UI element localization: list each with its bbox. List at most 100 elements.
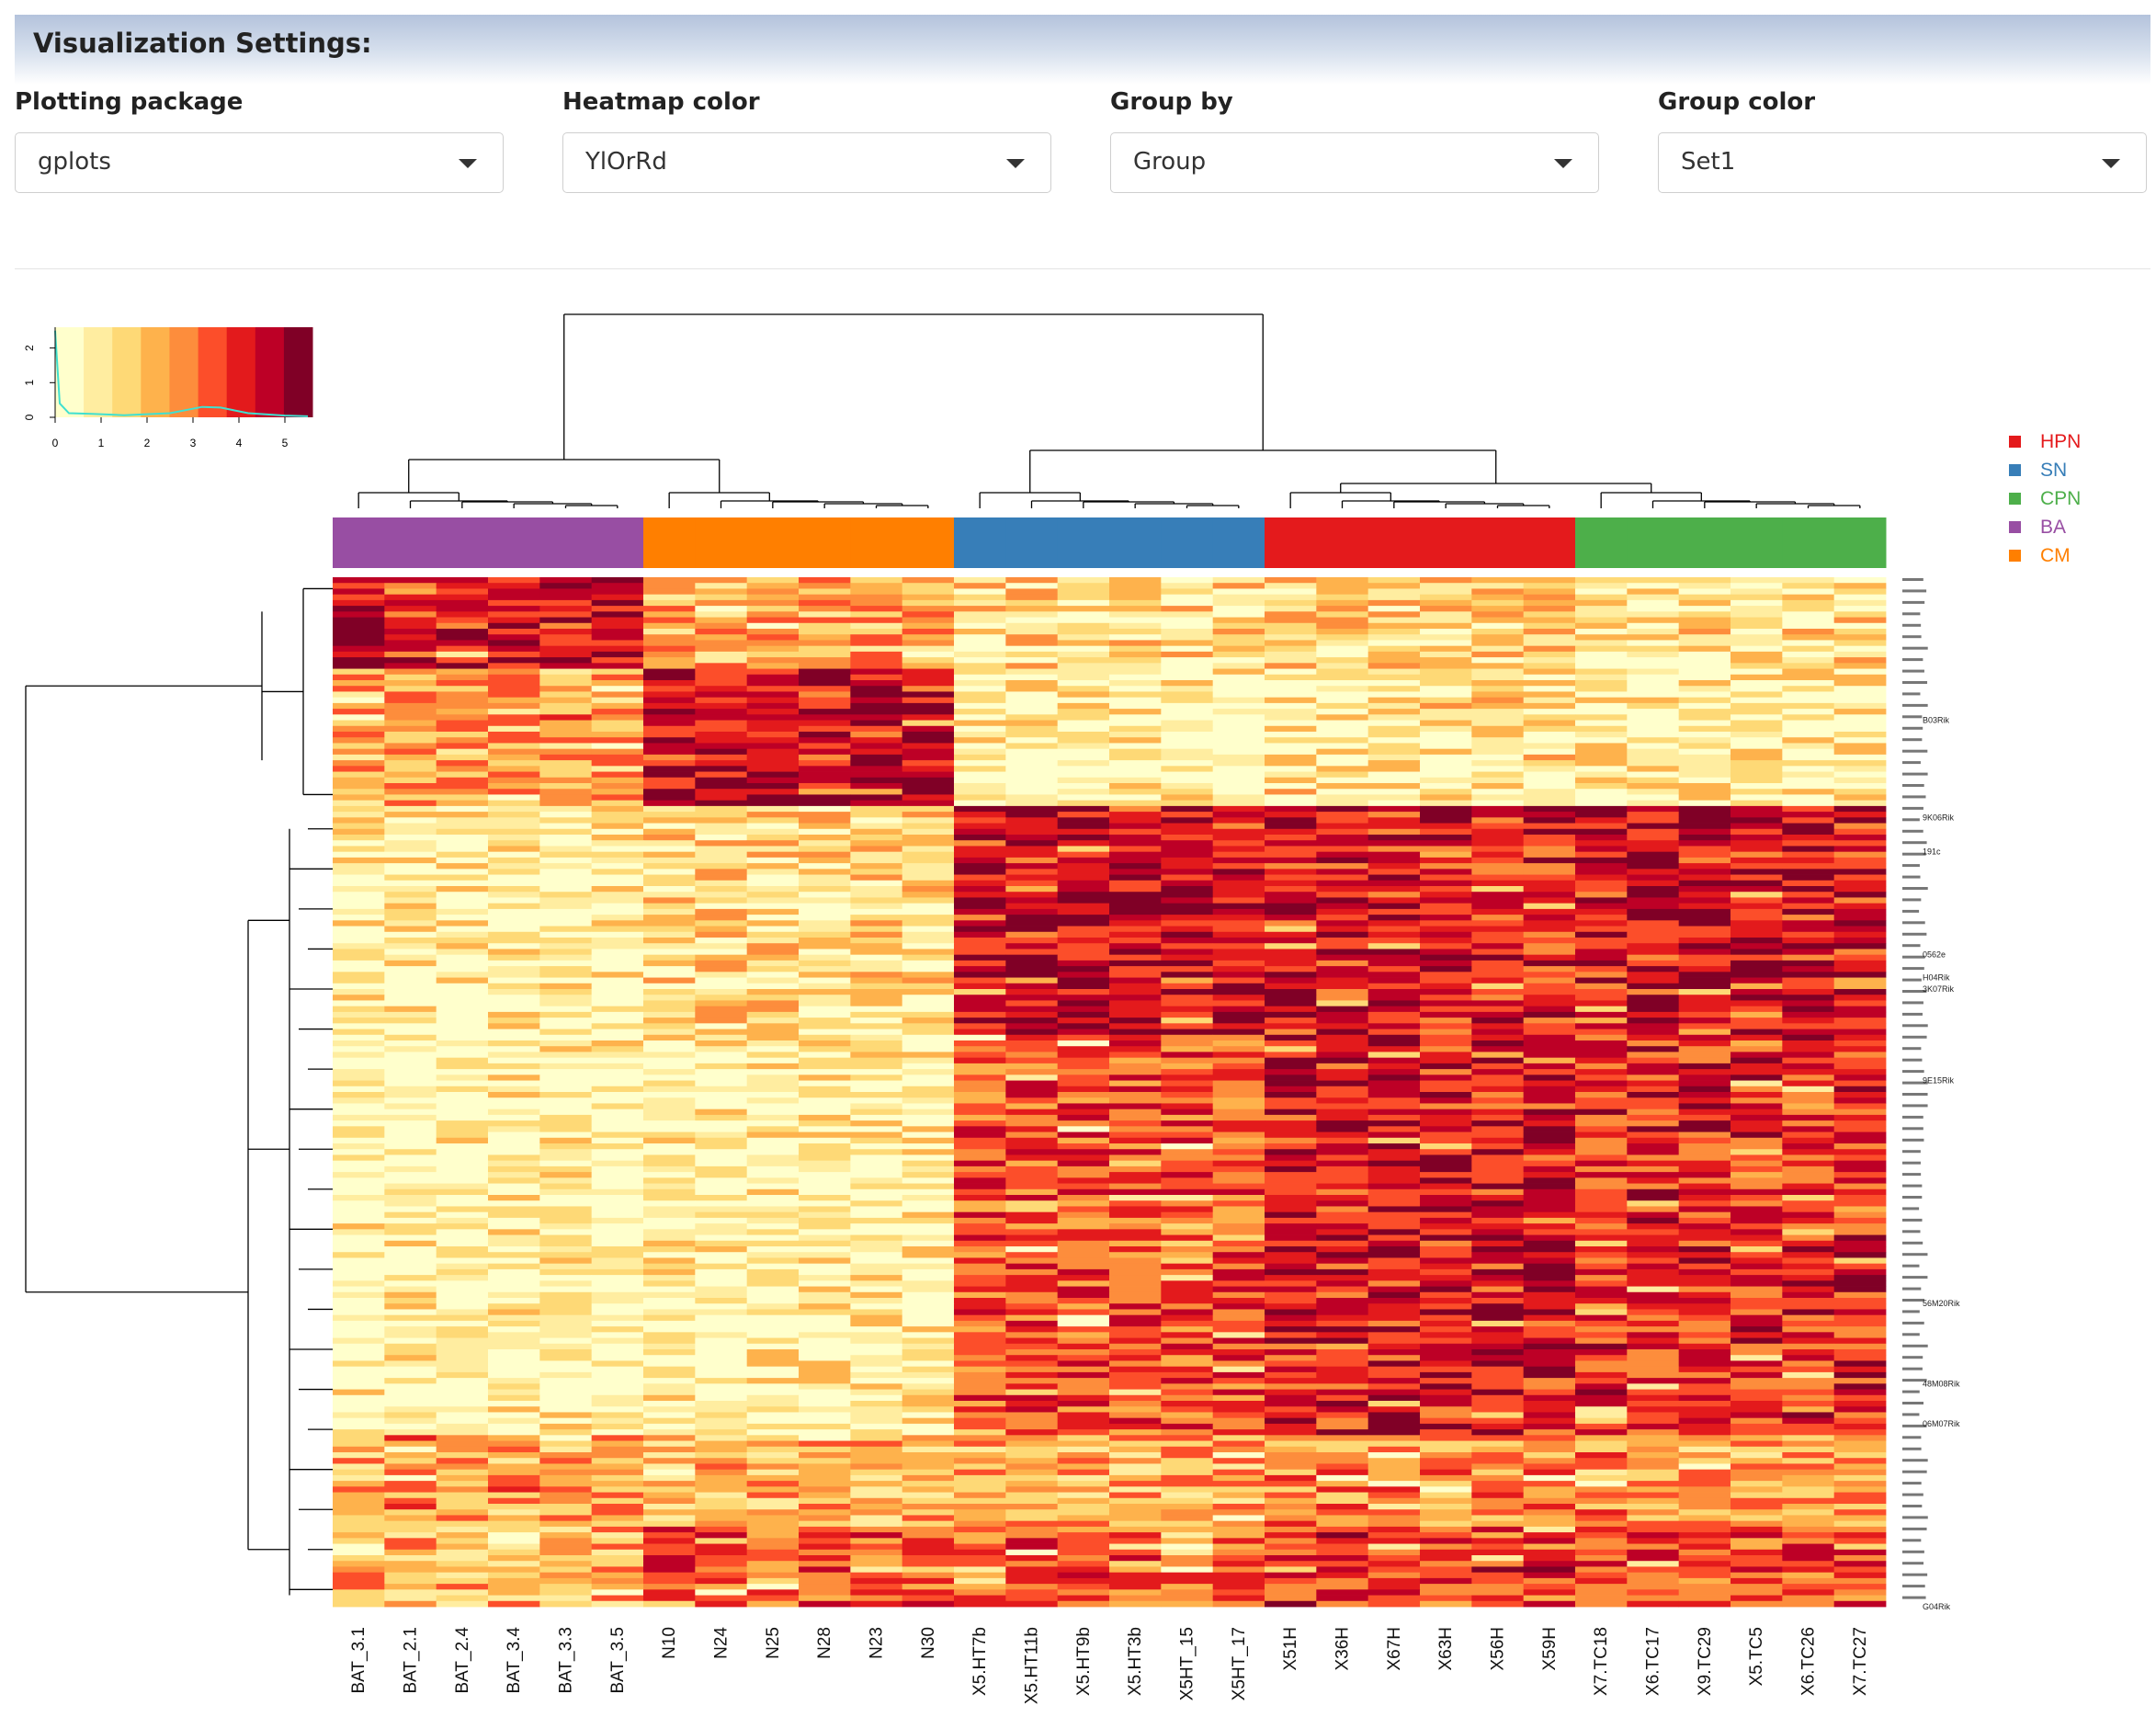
heatmap-cell: [539, 1343, 593, 1350]
heatmap-cell: [1730, 577, 1783, 584]
heatmap-cell: [643, 817, 696, 824]
heatmap-cell: [954, 754, 1006, 761]
heatmap-cell: [1833, 657, 1887, 664]
heatmap-cell: [1730, 1195, 1783, 1201]
heatmap-cell: [1782, 823, 1835, 830]
plotting-package-select[interactable]: gplots: [15, 132, 504, 193]
heatmap-cell: [1782, 1309, 1835, 1316]
heatmap-cell: [1730, 1417, 1783, 1425]
heatmap-cell: [1212, 1481, 1265, 1487]
heatmap-cell: [591, 1463, 644, 1471]
heatmap-cell: [1730, 926, 1783, 933]
heatmap-cell: [436, 1166, 489, 1173]
heatmap-cell: [1833, 686, 1887, 692]
heatmap-cell: [591, 1252, 644, 1258]
heatmap-cell: [643, 1389, 696, 1396]
heatmap-cell: [1471, 1011, 1525, 1018]
heatmap-cell: [1057, 1211, 1110, 1219]
heatmap-cell: [1782, 1343, 1835, 1350]
heatmap-cell: [850, 805, 903, 813]
heatmap-cell: [1161, 1406, 1214, 1413]
heatmap-cell: [850, 1412, 903, 1419]
heatmap-cell: [488, 1280, 540, 1287]
heatmap-cell: [1833, 1023, 1887, 1029]
heatmap-cell: [643, 668, 696, 676]
heatmap-cell: [902, 1109, 955, 1116]
heatmap-cell: [1161, 823, 1214, 830]
heatmap-cell: [799, 800, 851, 807]
heatmap-cell: [695, 1474, 748, 1482]
heatmap-cell: [1627, 1275, 1680, 1281]
heatmap-cell: [1575, 1188, 1628, 1196]
heatmap-cell: [1782, 606, 1835, 612]
heatmap-cell: [1730, 686, 1783, 692]
heatmap-cell: [643, 702, 696, 710]
heatmap-cell: [746, 903, 800, 910]
heatmap-cell: [539, 1257, 593, 1265]
heatmap-cell: [1471, 1440, 1525, 1448]
heatmap-cell: [1367, 1429, 1421, 1436]
heatmap-cell: [1316, 1246, 1369, 1253]
heatmap-cell: [539, 588, 593, 596]
heatmap-cell: [1678, 812, 1731, 818]
heatmap-cell: [1265, 1052, 1317, 1059]
heatmap-cell: [1212, 1188, 1265, 1196]
heatmap-cell: [1471, 812, 1525, 818]
heatmap-color-select[interactable]: YlOrRd: [562, 132, 1051, 193]
heatmap-cell: [850, 748, 903, 756]
heatmap-cell: [643, 651, 696, 658]
heatmap-cell: [488, 972, 540, 978]
heatmap-cell: [488, 1160, 540, 1167]
group-bar-cell: [1161, 517, 1214, 568]
heatmap-cell: [1730, 1080, 1783, 1087]
heatmap-cell: [488, 777, 540, 784]
heatmap-cell: [1730, 1086, 1783, 1093]
heatmap-cell: [1523, 1423, 1576, 1430]
heatmap-cells: [333, 577, 1887, 1608]
heatmap-cell: [954, 1492, 1006, 1499]
heatmap-cell: [591, 1040, 644, 1047]
heatmap-cell: [1057, 1080, 1110, 1087]
heatmap-cell: [1109, 583, 1162, 589]
heatmap-cell: [643, 977, 696, 984]
heatmap-cell: [333, 1309, 385, 1316]
heatmap-cell: [1782, 966, 1835, 972]
heatmap-cell: [902, 754, 955, 761]
heatmap-cell: [695, 966, 748, 972]
heatmap-cell: [1367, 611, 1421, 618]
heatmap-cell: [333, 651, 385, 658]
heatmap-cell: [1316, 1075, 1369, 1081]
heatmap-cell: [1161, 1429, 1214, 1436]
heatmap-cell: [1109, 1195, 1162, 1201]
heatmap-cell: [436, 995, 489, 1001]
heatmap-cell: [488, 857, 540, 864]
heatmap-cell: [1005, 588, 1059, 596]
heatmap-cell: [1161, 583, 1214, 589]
group-by-select[interactable]: Group: [1110, 132, 1599, 193]
group-color-select[interactable]: Set1: [1658, 132, 2147, 193]
heatmap-cell: [1316, 966, 1369, 972]
heatmap-cell: [591, 805, 644, 813]
heatmap-cell: [539, 634, 593, 641]
heatmap-cell: [746, 1366, 800, 1373]
heatmap-cell: [1109, 983, 1162, 990]
heatmap-cell: [1265, 857, 1317, 864]
heatmap-cell: [384, 989, 437, 995]
group-color-value: Set1: [1681, 148, 1736, 176]
heatmap-cell: [488, 1481, 540, 1487]
heatmap-cell: [1265, 1326, 1317, 1333]
heatmap-cell: [333, 1131, 385, 1139]
heatmap-cell: [1367, 1006, 1421, 1013]
heatmap-cell: [1005, 1080, 1059, 1087]
group-bar-cell: [1316, 517, 1369, 568]
heatmap-cell: [591, 920, 644, 927]
heatmap-cell: [1161, 840, 1214, 847]
heatmap-cell: [384, 1452, 437, 1459]
heatmap-cell: [539, 869, 593, 875]
heatmap-cell: [902, 1040, 955, 1047]
heatmap-cell: [1367, 1303, 1421, 1310]
heatmap-cell: [1057, 1149, 1110, 1155]
heatmap-cell: [902, 869, 955, 875]
heatmap-cell: [1109, 629, 1162, 635]
heatmap-cell: [902, 1383, 955, 1390]
